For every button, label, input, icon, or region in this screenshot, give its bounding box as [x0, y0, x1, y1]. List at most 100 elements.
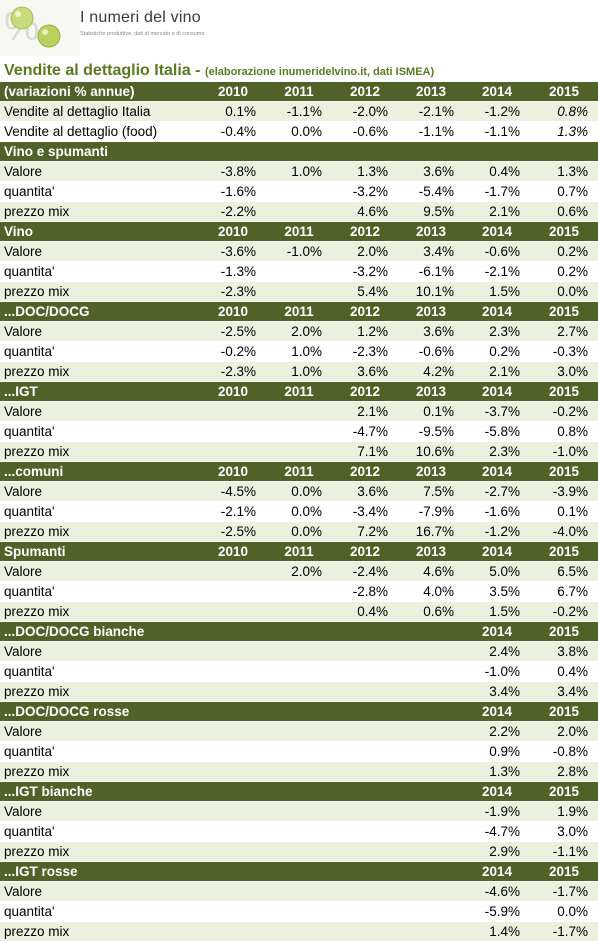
year-cell: 2012 — [332, 221, 398, 242]
value-cell: 3.4% — [464, 681, 530, 702]
value-cell: -6.1% — [398, 261, 464, 282]
row-label: prezzo mix — [0, 441, 200, 462]
value-cell: 3.8% — [530, 641, 598, 662]
value-cell: 1.9% — [530, 801, 598, 822]
value-cell: 1.3% — [530, 121, 598, 142]
table-row: prezzo mix 1.3% 2.8% — [0, 761, 598, 782]
year-cell: 2013 — [398, 301, 464, 322]
value-cell: -7.9% — [398, 501, 464, 522]
year-cell: 2015 — [530, 82, 598, 102]
year-cell — [530, 141, 598, 162]
section-header-row: ...IGT 2010 2011 2012 2013 2014 2015 — [0, 381, 598, 402]
table-row: Valore 2.0% -2.4% 4.6% 5.0% 6.5% — [0, 561, 598, 582]
value-cell: -9.5% — [398, 421, 464, 442]
value-cell: -1.0% — [266, 241, 332, 262]
table-row: prezzo mix 1.4% -1.7% — [0, 921, 598, 942]
year-cell: 2014 — [464, 621, 530, 642]
value-cell: -5.8% — [464, 421, 530, 442]
value-cell — [266, 201, 332, 222]
year-cell: 2015 — [530, 301, 598, 322]
value-cell: 2.3% — [464, 321, 530, 342]
table-row: quantita' -5.9% 0.0% — [0, 901, 598, 922]
value-cell: 16.7% — [398, 521, 464, 542]
value-cell — [398, 661, 464, 682]
year-cell: 2012 — [332, 301, 398, 322]
value-cell — [200, 641, 266, 662]
value-cell — [200, 401, 266, 422]
year-cell — [332, 621, 398, 642]
value-cell: -3.2% — [332, 181, 398, 202]
value-cell: 0.8% — [530, 101, 598, 122]
year-cell: 2011 — [266, 221, 332, 242]
value-cell: 1.5% — [464, 281, 530, 302]
table-row: Valore -2.5% 2.0% 1.2% 3.6% 2.3% 2.7% — [0, 321, 598, 342]
value-cell — [332, 801, 398, 822]
section-header-row: ...IGT rosse 2014 2015 — [0, 861, 598, 882]
value-cell — [398, 801, 464, 822]
table-row: quantita' -4.7% -9.5% -5.8% 0.8% — [0, 421, 598, 442]
year-cell: 2011 — [266, 541, 332, 562]
value-cell — [266, 801, 332, 822]
value-cell: -1.7% — [530, 881, 598, 902]
value-cell: 1.0% — [266, 361, 332, 382]
value-cell: 2.2% — [464, 721, 530, 742]
value-cell — [200, 821, 266, 842]
year-cell — [266, 781, 332, 802]
section-label: ...IGT bianche — [0, 781, 200, 802]
row-label: quantita' — [0, 501, 200, 522]
year-cell: 2014 — [464, 82, 530, 102]
section-label: ...IGT — [0, 381, 200, 402]
year-cell — [200, 781, 266, 802]
value-cell: -2.5% — [200, 321, 266, 342]
section-header-row: ...DOC/DOCG bianche 2014 2015 — [0, 621, 598, 642]
value-cell: 5.0% — [464, 561, 530, 582]
value-cell: 0.0% — [266, 481, 332, 502]
row-label: quantita' — [0, 261, 200, 282]
row-label: quantita' — [0, 581, 200, 602]
year-cell — [398, 861, 464, 882]
value-cell: -3.4% — [332, 501, 398, 522]
row-label: prezzo mix — [0, 841, 200, 862]
value-cell — [200, 921, 266, 942]
row-label: prezzo mix — [0, 681, 200, 702]
value-cell — [398, 641, 464, 662]
year-cell — [398, 781, 464, 802]
table-row: prezzo mix 2.9% -1.1% — [0, 841, 598, 862]
value-cell: -2.3% — [200, 361, 266, 382]
section-label: ...IGT rosse — [0, 861, 200, 882]
year-cell — [266, 701, 332, 722]
table-row: Vendite al dettaglio (food) -0.4% 0.0% -0.6… — [0, 121, 598, 142]
section-header-row: Spumanti 2010 2011 2012 2013 2014 2015 — [0, 541, 598, 562]
section-header-row: (variazioni % annue) 2010 2011 2012 2013 2014… — [0, 82, 598, 102]
value-cell: 2.4% — [464, 641, 530, 662]
year-cell — [464, 141, 530, 162]
year-cell: 2011 — [266, 301, 332, 322]
table-row: quantita' -1.6% -3.2% -5.4% -1.7% 0.7% — [0, 181, 598, 202]
value-cell — [332, 641, 398, 662]
row-label: prezzo mix — [0, 361, 200, 382]
value-cell: 1.5% — [464, 601, 530, 622]
year-cell — [200, 701, 266, 722]
value-cell: 2.9% — [464, 841, 530, 862]
value-cell — [398, 841, 464, 862]
row-label: quantita' — [0, 741, 200, 762]
year-cell: 2014 — [464, 781, 530, 802]
value-cell — [398, 921, 464, 942]
year-cell: 2014 — [464, 701, 530, 722]
value-cell — [266, 441, 332, 462]
value-cell: 0.0% — [530, 281, 598, 302]
value-cell: -5.4% — [398, 181, 464, 202]
value-cell: -1.1% — [266, 101, 332, 122]
year-cell: 2013 — [398, 221, 464, 242]
site-tagline: Statistiche produttive, dati di mercato … — [80, 31, 206, 37]
table-row: prezzo mix 7.1% 10.6% 2.3% -1.0% — [0, 441, 598, 462]
value-cell — [200, 841, 266, 862]
table-row: quantita' -1.0% 0.4% — [0, 661, 598, 682]
year-cell — [398, 621, 464, 642]
site-header: % I numeri del vino Statistiche produtti… — [0, 0, 598, 60]
value-cell: 1.3% — [332, 161, 398, 182]
value-cell: 5.4% — [332, 281, 398, 302]
year-cell — [332, 781, 398, 802]
site-name: I numeri del vino — [80, 9, 201, 26]
value-cell — [398, 821, 464, 842]
